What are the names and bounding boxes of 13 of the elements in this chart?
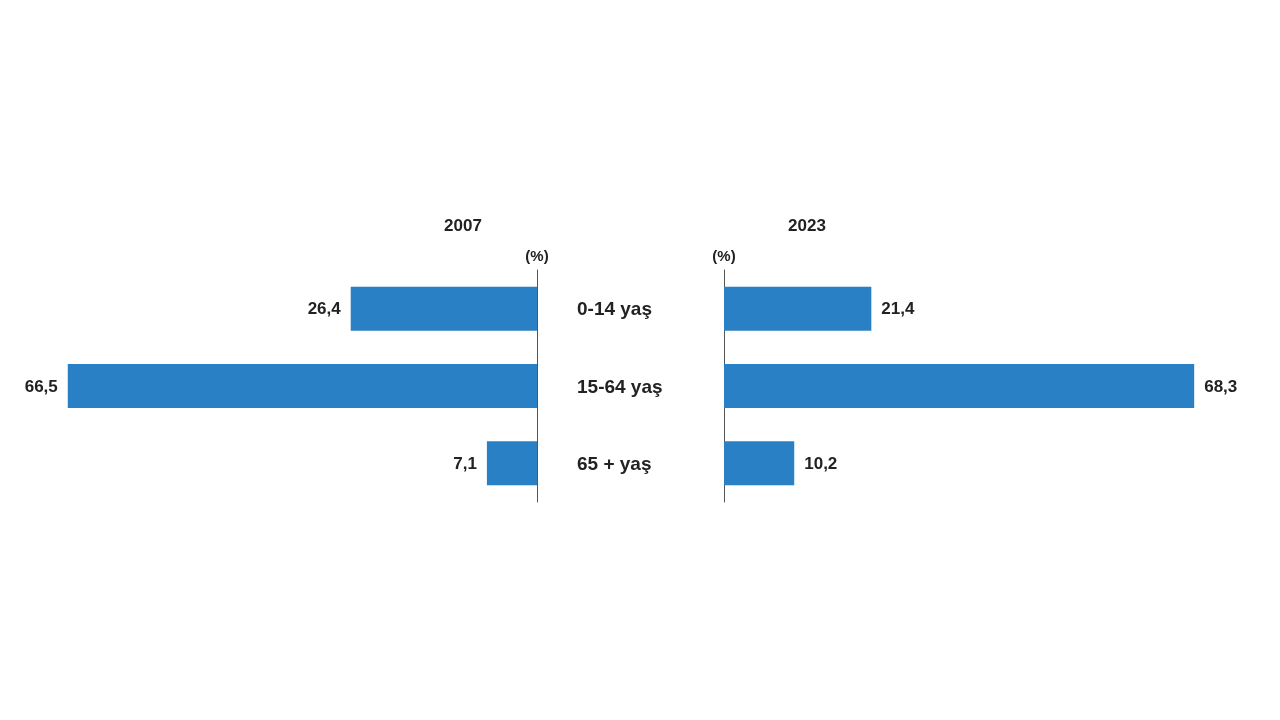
data-label: 10,2: [804, 453, 838, 473]
chart-title: 2023: [788, 216, 826, 235]
data-label: 7,1: [453, 453, 477, 473]
y-tick-label: 0-14 yaş: [577, 298, 653, 320]
y-tick-label: 15-64 yaş: [577, 375, 663, 397]
data-label: 68,3: [1204, 376, 1238, 396]
data-label: 21,4: [881, 299, 915, 319]
data-label: 66,5: [24, 376, 58, 396]
data-label: 26,4: [307, 299, 342, 319]
y-tick-label: 65 + yaş: [577, 452, 652, 474]
x-axis-title: (%): [525, 246, 549, 264]
x-axis-title: (%): [712, 246, 736, 264]
chart-title: 2007: [444, 216, 482, 235]
